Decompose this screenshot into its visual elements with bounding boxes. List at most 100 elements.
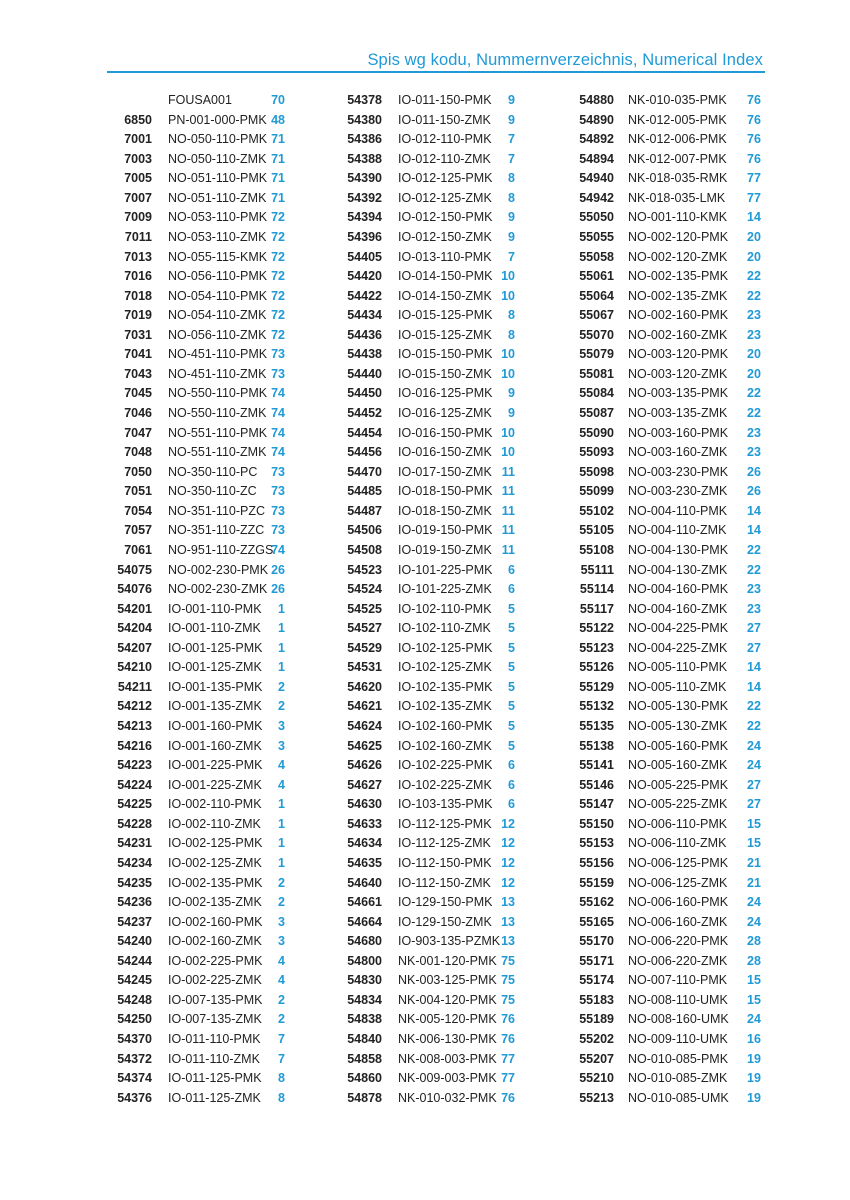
item-number: 54523 bbox=[347, 562, 382, 577]
page-number: 14 bbox=[747, 660, 761, 675]
item-code: IO-102-125-PMK bbox=[398, 640, 493, 655]
item-code: IO-101-225-ZMK bbox=[398, 582, 492, 597]
item-code: IO-001-135-PMK bbox=[168, 679, 263, 694]
page-number: 72 bbox=[271, 249, 285, 264]
item-code: NK-006-130-PMK bbox=[398, 1032, 497, 1046]
item-code: NO-006-160-ZMK bbox=[628, 914, 728, 929]
item-code: IO-012-125-PMK bbox=[398, 171, 493, 186]
item-code: IO-002-125-PMK bbox=[168, 836, 263, 851]
page-number: 74 bbox=[271, 542, 285, 557]
page-number: 74 bbox=[271, 386, 285, 401]
item-code: NO-005-110-PMK bbox=[628, 660, 728, 675]
item-number: 54880 bbox=[579, 93, 614, 107]
index-row: 55213 NO-010-085-UMK 19 bbox=[562, 1089, 772, 1109]
item-code: IO-102-110-PMK bbox=[398, 601, 492, 616]
index-row: 55050 NO-001-110-KMK 14 bbox=[562, 208, 772, 228]
item-number: 54626 bbox=[347, 758, 382, 773]
item-number: 54244 bbox=[117, 953, 152, 968]
index-row: 54634 IO-112-125-ZMK 12 bbox=[330, 834, 540, 854]
item-number: 54890 bbox=[579, 112, 614, 127]
page-number: 6 bbox=[508, 777, 515, 792]
item-code: NO-004-130-PMK bbox=[628, 542, 729, 557]
item-number: 54248 bbox=[117, 992, 152, 1007]
page-number: 23 bbox=[747, 582, 761, 597]
item-code: NO-004-160-ZMK bbox=[628, 601, 728, 616]
item-code: IO-002-225-PMK bbox=[168, 953, 263, 968]
index-row: 55117 NO-004-160-ZMK 23 bbox=[562, 600, 772, 620]
index-row: 54440 IO-015-150-ZMK 10 bbox=[330, 365, 540, 385]
item-number: 54204 bbox=[117, 621, 152, 636]
item-number: 54470 bbox=[347, 464, 382, 479]
index-row: 55183 NO-008-110-UMK 15 bbox=[562, 991, 772, 1011]
item-code: IO-102-110-ZMK bbox=[398, 621, 491, 636]
index-row: 55129 NO-005-110-ZMK 14 bbox=[562, 678, 772, 698]
page-number: 24 bbox=[747, 758, 761, 773]
item-number: 54201 bbox=[117, 601, 152, 616]
page-number: 5 bbox=[508, 660, 515, 675]
item-number: 55090 bbox=[579, 425, 614, 440]
index-row: 54224 IO-001-225-ZMK 4 bbox=[100, 776, 310, 796]
item-code: NO-005-160-ZMK bbox=[628, 758, 728, 773]
index-column-2: 54378 IO-011-150-PMK 9 54380 IO-011-150-ZMK 9… bbox=[330, 91, 540, 1108]
item-code: IO-019-150-PMK bbox=[398, 523, 493, 538]
item-number: 54212 bbox=[117, 699, 152, 714]
index-row: 54372 IO-011-110-ZMK 7 bbox=[100, 1050, 310, 1070]
item-number: 55150 bbox=[579, 816, 614, 831]
index-row: 55067 NO-002-160-PMK 23 bbox=[562, 306, 772, 326]
item-code: NO-004-225-ZMK bbox=[628, 640, 728, 655]
index-row: 54890 NK-012-005-PMK 76 bbox=[562, 111, 772, 131]
item-code: IO-102-135-ZMK bbox=[398, 699, 492, 714]
page-number: 72 bbox=[271, 229, 285, 244]
page-number: 1 bbox=[278, 621, 285, 636]
page-number: 4 bbox=[278, 777, 285, 792]
index-row: 54438 IO-015-150-PMK 10 bbox=[330, 345, 540, 365]
page-number: 2 bbox=[278, 699, 285, 714]
item-code: NO-009-110-UMK bbox=[628, 1032, 728, 1046]
item-code: IO-129-150-PMK bbox=[398, 895, 493, 910]
index-row: 54248 IO-007-135-PMK 2 bbox=[100, 991, 310, 1011]
item-number: 54436 bbox=[347, 327, 382, 342]
item-number: 54422 bbox=[347, 288, 382, 303]
item-number: 55132 bbox=[579, 699, 614, 714]
page-number: 5 bbox=[508, 699, 515, 714]
item-code: NO-005-130-ZMK bbox=[628, 719, 728, 733]
index-row: 54878 NK-010-032-PMK 76 bbox=[330, 1089, 540, 1109]
item-code: IO-001-125-ZMK bbox=[168, 660, 262, 675]
item-code: NK-012-007-PMK bbox=[628, 151, 727, 166]
item-number: 54216 bbox=[117, 738, 152, 753]
item-number: 55129 bbox=[579, 679, 614, 694]
page-number: 27 bbox=[747, 621, 761, 636]
item-code: NO-350-110-ZC bbox=[168, 484, 257, 499]
item-number: 55207 bbox=[579, 1051, 614, 1066]
item-code: NO-051-110-ZMK bbox=[168, 190, 267, 205]
index-row: 7061 NO-951-110-ZZGS 74 bbox=[100, 541, 310, 561]
item-code: NO-001-110-KMK bbox=[628, 210, 728, 225]
index-row: 55126 NO-005-110-PMK 14 bbox=[562, 658, 772, 678]
item-number: 54456 bbox=[347, 445, 382, 460]
page-number: 13 bbox=[501, 895, 515, 910]
page-number: 4 bbox=[278, 953, 285, 968]
item-code: NO-003-160-PMK bbox=[628, 425, 729, 440]
item-code: NO-010-085-ZMK bbox=[628, 1071, 728, 1086]
page-number: 3 bbox=[278, 719, 285, 733]
index-row: 54470 IO-017-150-ZMK 11 bbox=[330, 463, 540, 483]
item-number: 54076 bbox=[117, 582, 152, 597]
index-row: 54211 IO-001-135-PMK 2 bbox=[100, 678, 310, 698]
item-code: NK-001-120-PMK bbox=[398, 953, 497, 968]
item-number: 54524 bbox=[347, 582, 382, 597]
index-row: 7050 NO-350-110-PC 73 bbox=[100, 463, 310, 483]
index-row: 54525 IO-102-110-PMK 5 bbox=[330, 600, 540, 620]
item-number: 54838 bbox=[347, 1012, 382, 1027]
item-code: NO-003-120-PMK bbox=[628, 347, 729, 362]
item-code: NO-003-230-PMK bbox=[628, 464, 729, 479]
item-code: IO-014-150-PMK bbox=[398, 269, 493, 284]
item-number: 54531 bbox=[347, 660, 382, 675]
page-number: 75 bbox=[501, 953, 515, 968]
item-code: NO-005-130-PMK bbox=[628, 699, 729, 714]
item-number: 54625 bbox=[347, 738, 382, 753]
item-code: IO-017-150-ZMK bbox=[398, 464, 492, 479]
page-number: 27 bbox=[747, 640, 761, 655]
item-number: 7051 bbox=[124, 484, 152, 499]
index-row: 54858 NK-008-003-PMK 77 bbox=[330, 1050, 540, 1070]
item-code: NO-551-110-PMK bbox=[168, 425, 268, 440]
